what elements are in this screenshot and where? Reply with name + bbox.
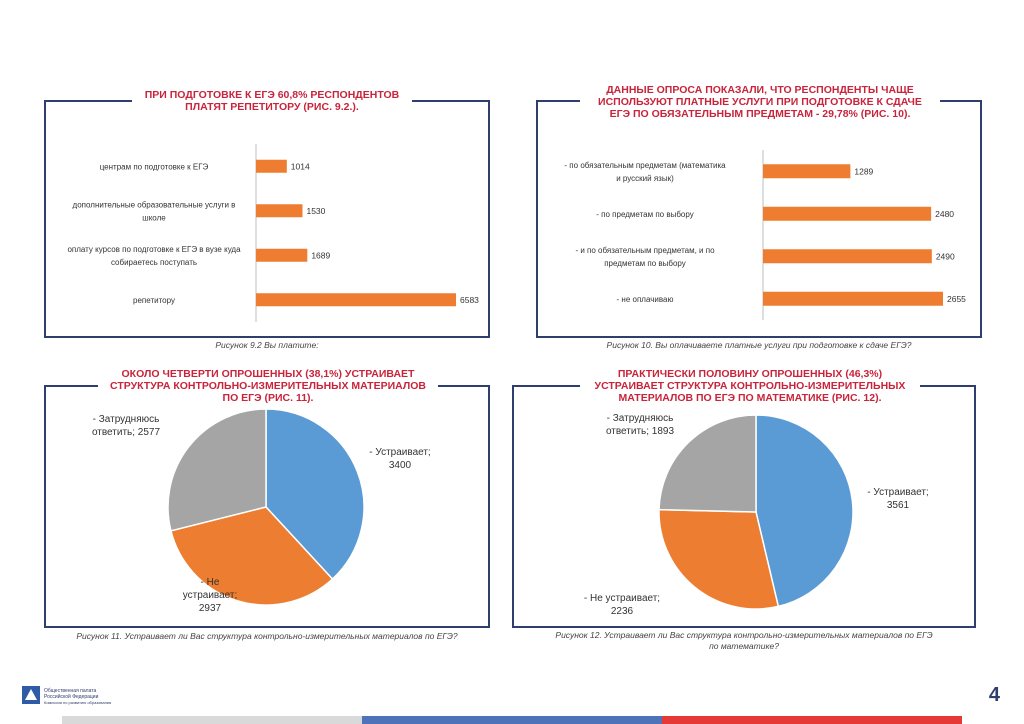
pie-slice-label: 2937: [199, 603, 222, 614]
bar-category-label: дополнительные образовательные услуги в: [73, 200, 236, 209]
logo-line1: Общественная палата: [44, 688, 96, 694]
pie-slice-label: 3561: [887, 500, 910, 511]
bar: [763, 291, 943, 306]
pie-slice: [658, 508, 780, 610]
panel4-caption-line1: Рисунок 12. Устраивает ли Вас структура …: [555, 630, 933, 640]
bar: [763, 164, 851, 179]
chart-panel-kim-math: - Устраивает; 3561 - Не устраивает; 2236 - З…: [512, 385, 976, 628]
logo-line3: Комиссия по развитию образования: [44, 700, 111, 705]
bar-category-label: репетитору: [133, 296, 175, 305]
bar-value-label: 1289: [854, 166, 873, 176]
bar-value-label: 1014: [291, 161, 310, 171]
panel1-title-line2: ПЛАТЯТ РЕПЕТИТОРУ (РИС. 9.2.).: [185, 101, 359, 113]
panel3-title-line1: ОКОЛО ЧЕТВЕРТИ ОПРОШЕННЫХ (38,1%) УСТРАИ…: [121, 368, 415, 380]
panel3-title-line2: СТРУКТУРА КОНТРОЛЬНО-ИЗМЕРИТЕЛЬНЫХ МАТЕР…: [110, 380, 426, 392]
pie-slice-label: 2236: [611, 606, 634, 617]
bar-value-label: 2655: [947, 294, 966, 304]
pie-slice-label: - Затрудняюсь: [93, 414, 160, 425]
bar-value-label: 2480: [935, 209, 954, 219]
bar-category-label: - по обязательным предметам (математика: [564, 161, 726, 170]
panel4-title: ПРАКТИЧЕСКИ ПОЛОВИНУ ОПРОШЕННЫХ (46,3%) …: [580, 368, 920, 404]
panel2-title-line2: ИСПОЛЬЗУЮТ ПЛАТНЫЕ УСЛУГИ ПРИ ПОДГОТОВКЕ…: [598, 96, 922, 108]
pie-slice: [755, 414, 854, 608]
bar: [763, 206, 932, 221]
bar-value-label: 2490: [936, 251, 955, 261]
panel2-title: ДАННЫЕ ОПРОСА ПОКАЗАЛИ, ЧТО РЕСПОНДЕНТЫ …: [580, 84, 940, 120]
pie-chart-kim-math: - Устраивает; 3561 - Не устраивает; 2236 - З…: [584, 413, 929, 617]
panel4-caption: Рисунок 12. Устраивает ли Вас структура …: [512, 630, 976, 652]
panel4-title-line3: МАТЕРИАЛОВ ПО ЕГЭ ПО МАТЕМАТИКЕ (РИС. 12…: [618, 392, 882, 404]
panel2-caption: Рисунок 10. Вы оплачиваете платные услуг…: [606, 340, 912, 350]
pie-slice: [658, 414, 757, 513]
logo: Общественная палата Российской Федерации…: [22, 684, 122, 708]
bar-category-label: - не оплачиваю: [617, 295, 674, 304]
bar-category-label: - по предметам по выбору: [596, 210, 693, 219]
footer-bar-red: [662, 716, 962, 724]
panel4-title-line1: ПРАКТИЧЕСКИ ПОЛОВИНУ ОПРОШЕННЫХ (46,3%): [617, 368, 883, 380]
pie-slice-label: ответить; 1893: [606, 426, 675, 437]
bar-category-label: школе: [142, 213, 166, 222]
pie-slice-label: 3400: [389, 460, 412, 471]
pie-slice-label: ответить; 2577: [92, 427, 161, 438]
footer-bar-gray: [62, 716, 362, 724]
footer-bar-blue: [362, 716, 662, 724]
chart-panel-payments: 1014 центрам по подготовке к ЕГЭ 1530 допол…: [44, 100, 490, 338]
pie-slice-label: - Устраивает;: [867, 487, 928, 498]
logo-emblem-icon: Общественная палата Российской Федерации…: [22, 686, 111, 705]
pie-slice-label: устраивает;: [183, 590, 238, 601]
pie-slice-label: - Затрудняюсь: [607, 413, 674, 424]
bar-category-label: - и по обязательным предметам, и по: [575, 246, 715, 255]
bar-category-label: собираетесь поступать: [111, 258, 197, 267]
panel3-title: ОКОЛО ЧЕТВЕРТИ ОПРОШЕННЫХ (38,1%) УСТРАИ…: [98, 368, 438, 404]
panel1-title: ПРИ ПОДГОТОВКЕ К ЕГЭ 60,8% РЕСПОНДЕНТОВ …: [132, 89, 412, 113]
bar-value-label: 1689: [311, 250, 330, 260]
pie-slice: [167, 408, 267, 532]
page-number: 4: [988, 684, 1000, 706]
pie-slice: [265, 408, 365, 581]
panel1-title-line1: ПРИ ПОДГОТОВКЕ К ЕГЭ 60,8% РЕСПОНДЕНТОВ: [144, 89, 400, 101]
bar-value-label: 1530: [306, 206, 325, 216]
chart-panel-kim-structure: - Устраивает; 3400 - Не устраивает; 2937 - За…: [44, 385, 490, 628]
bar: [763, 249, 932, 264]
pie-slice-label: - Устраивает;: [369, 447, 430, 458]
panel3-caption: Рисунок 11. Устраивает ли Вас структура …: [76, 631, 458, 641]
bar-category-label: предметам по выбору: [604, 259, 686, 268]
bar-chart-paid-services: 1289 - по обязательным предметам (математ…: [564, 150, 966, 320]
pie-slice-label: - Не: [201, 577, 220, 588]
pie-chart-kim-structure: - Устраивает; 3400 - Не устраивает; 2937 - За…: [92, 408, 431, 614]
bar-chart-payments: 1014 центрам по подготовке к ЕГЭ 1530 допол…: [67, 144, 479, 322]
bar-category-label: центрам по подготовке к ЕГЭ: [100, 162, 209, 171]
logo-emblem-mark: [25, 689, 37, 700]
bar-category-label: оплату курсов по подготовке к ЕГЭ в вузе…: [67, 245, 241, 254]
bar: [256, 293, 456, 307]
panel4-caption-line2: по математике?: [709, 641, 779, 651]
logo-line2: Российской Федерации: [44, 693, 99, 700]
panel4-title-line2: УСТРАИВАЕТ СТРУКТУРА КОНТРОЛЬНО-ИЗМЕРИТЕ…: [594, 380, 906, 392]
panel2-title-line1: ДАННЫЕ ОПРОСА ПОКАЗАЛИ, ЧТО РЕСПОНДЕНТЫ …: [606, 84, 914, 96]
pie-slice: [170, 506, 334, 606]
bar: [256, 204, 303, 218]
panel1-caption: Рисунок 9.2 Вы платите:: [215, 340, 319, 350]
panel2-title-line3: ЕГЭ ПО ОБЯЗАТЕЛЬНЫМ ПРЕДМЕТАМ - 29,78% (…: [609, 108, 911, 120]
bar-category-label: и русский язык): [616, 174, 674, 183]
bar-value-label: 6583: [460, 295, 479, 305]
chart-panel-paid-services: 1289 - по обязательным предметам (математ…: [536, 100, 982, 338]
bar: [256, 159, 287, 173]
pie-slice-label: - Не устраивает;: [584, 593, 660, 604]
panel3-title-line3: ПО ЕГЭ (РИС. 11).: [222, 392, 314, 404]
bar: [256, 248, 308, 262]
